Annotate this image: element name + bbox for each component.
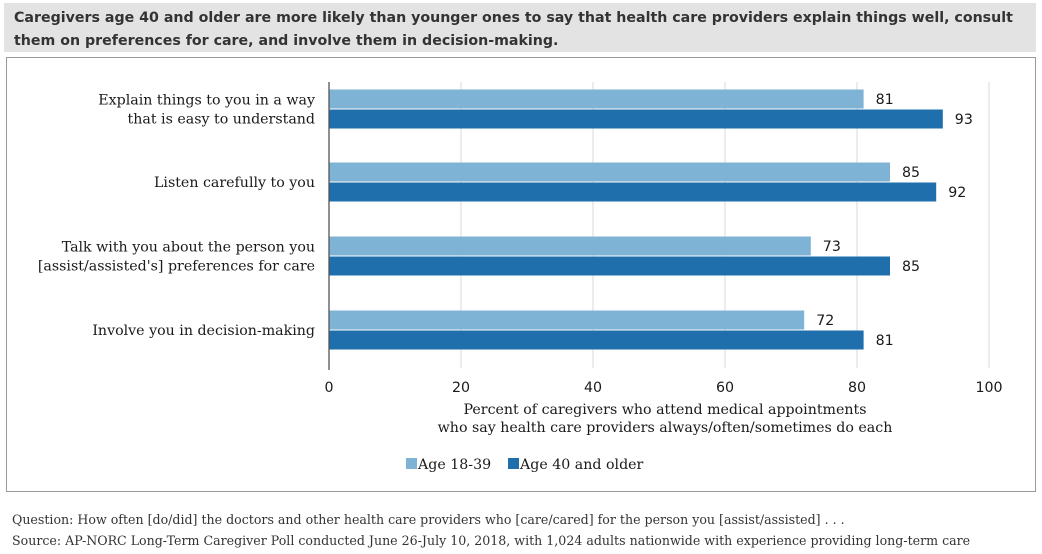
footer-source: Source: AP-NORC Long-Term Caregiver Poll…	[12, 533, 971, 548]
category-label-2: Listen carefully to you	[154, 175, 315, 191]
data-label-age-40-plus-4: 81	[876, 333, 894, 349]
x-tick-label-100: 100	[975, 380, 1002, 396]
bar-age-18-39-3	[329, 236, 811, 256]
footer-question: Question: How often [do/did] the doctors…	[12, 512, 845, 527]
x-tick-label-80: 80	[848, 380, 866, 396]
x-tick-label-60: 60	[716, 380, 734, 396]
bar-age-40-plus-2	[329, 182, 937, 202]
x-tick-label-40: 40	[584, 380, 602, 396]
data-label-age-18-39-4: 72	[816, 313, 834, 329]
category-label-1: Explain things to you in a way	[98, 93, 315, 109]
bar-age-40-plus-1	[329, 109, 943, 129]
data-label-age-18-39-2: 85	[902, 165, 920, 181]
x-tick-label-20: 20	[452, 380, 470, 396]
category-label-3: Talk with you about the person you	[62, 240, 315, 256]
data-label-age-18-39-1: 81	[876, 92, 894, 108]
data-label-age-18-39-3: 73	[823, 239, 841, 255]
category-label-1: that is easy to understand	[128, 112, 315, 128]
bar-age-40-plus-3	[329, 256, 890, 276]
bar-age-40-plus-4	[329, 330, 864, 350]
chart-title: Caregivers age 40 and older are more lik…	[4, 3, 1036, 52]
x-axis-title: Percent of caregivers who attend medical…	[463, 402, 866, 418]
legend-swatch-age-18-39	[406, 458, 417, 469]
data-label-age-40-plus-1: 93	[955, 112, 973, 128]
data-label-age-40-plus-2: 92	[948, 185, 966, 201]
x-tick-label-0: 0	[324, 380, 333, 396]
legend-label-age-40-plus: Age 40 and older	[519, 457, 644, 473]
legend-swatch-age-40-plus	[508, 458, 519, 469]
bar-age-18-39-4	[329, 310, 805, 330]
x-axis-title: who say health care providers always/oft…	[438, 420, 893, 436]
bar-age-18-39-2	[329, 162, 890, 182]
category-label-3: [assist/assisted's] preferences for care	[38, 259, 315, 275]
category-label-4: Involve you in decision-making	[92, 323, 315, 339]
bar-age-18-39-1	[329, 89, 864, 109]
legend-label-age-18-39: Age 18-39	[417, 457, 491, 473]
data-label-age-40-plus-3: 85	[902, 259, 920, 275]
